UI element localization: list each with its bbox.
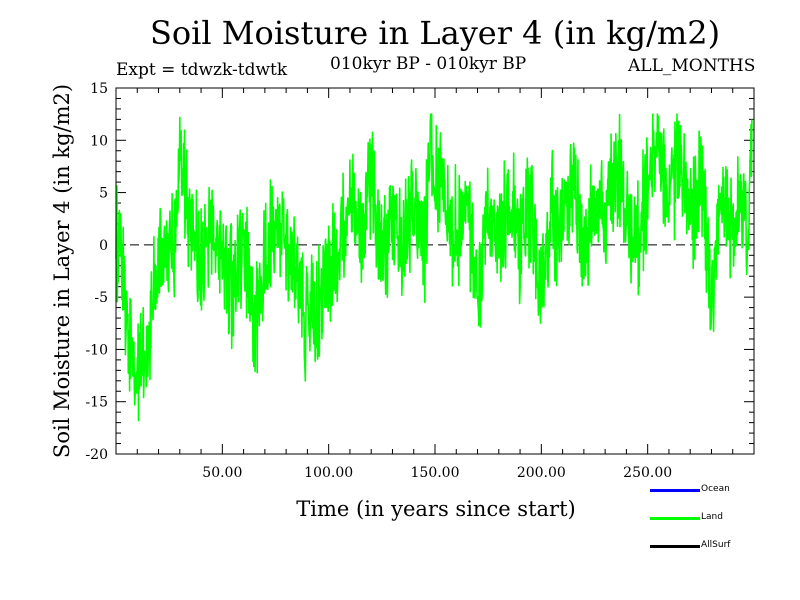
experiment-label: Expt = tdwzk-tdwtk [116,60,288,80]
legend-swatch-land [650,517,700,520]
x-tick-label: 100.00 [304,465,353,481]
y-tick-label: -15 [85,395,108,411]
legend-swatch-ocean [650,489,700,492]
legend-label-allsurf: AllSurf [701,540,731,550]
y-tick-label: 10 [90,133,108,149]
months-label: ALL_MONTHS [628,56,756,76]
period-label: 010kyr BP - 010kyr BP [330,54,527,74]
plot-frame [115,87,755,455]
x-tick-label: 250.00 [623,465,672,481]
y-tick-label: 5 [99,186,108,202]
x-tick-label: 200.00 [517,465,566,481]
series-line-land [115,113,753,422]
series-group [115,113,753,422]
x-tick-label: 50.00 [202,465,242,481]
y-tick-label: -20 [85,447,108,463]
y-tick-label: -10 [85,342,108,358]
chart-title: Soil Moisture in Layer 4 (in kg/m2) [149,14,721,52]
y-tick-label: 15 [90,81,108,97]
y-tick-label: 0 [99,238,108,254]
y-tick-label: -5 [94,290,108,306]
x-axis-label: Time (in years since start) [296,497,576,521]
legend-swatch-allsurf [650,545,700,548]
x-tick-label: 150.00 [411,465,460,481]
legend-label-land: Land [701,512,723,522]
legend-label-ocean: Ocean [701,484,730,494]
